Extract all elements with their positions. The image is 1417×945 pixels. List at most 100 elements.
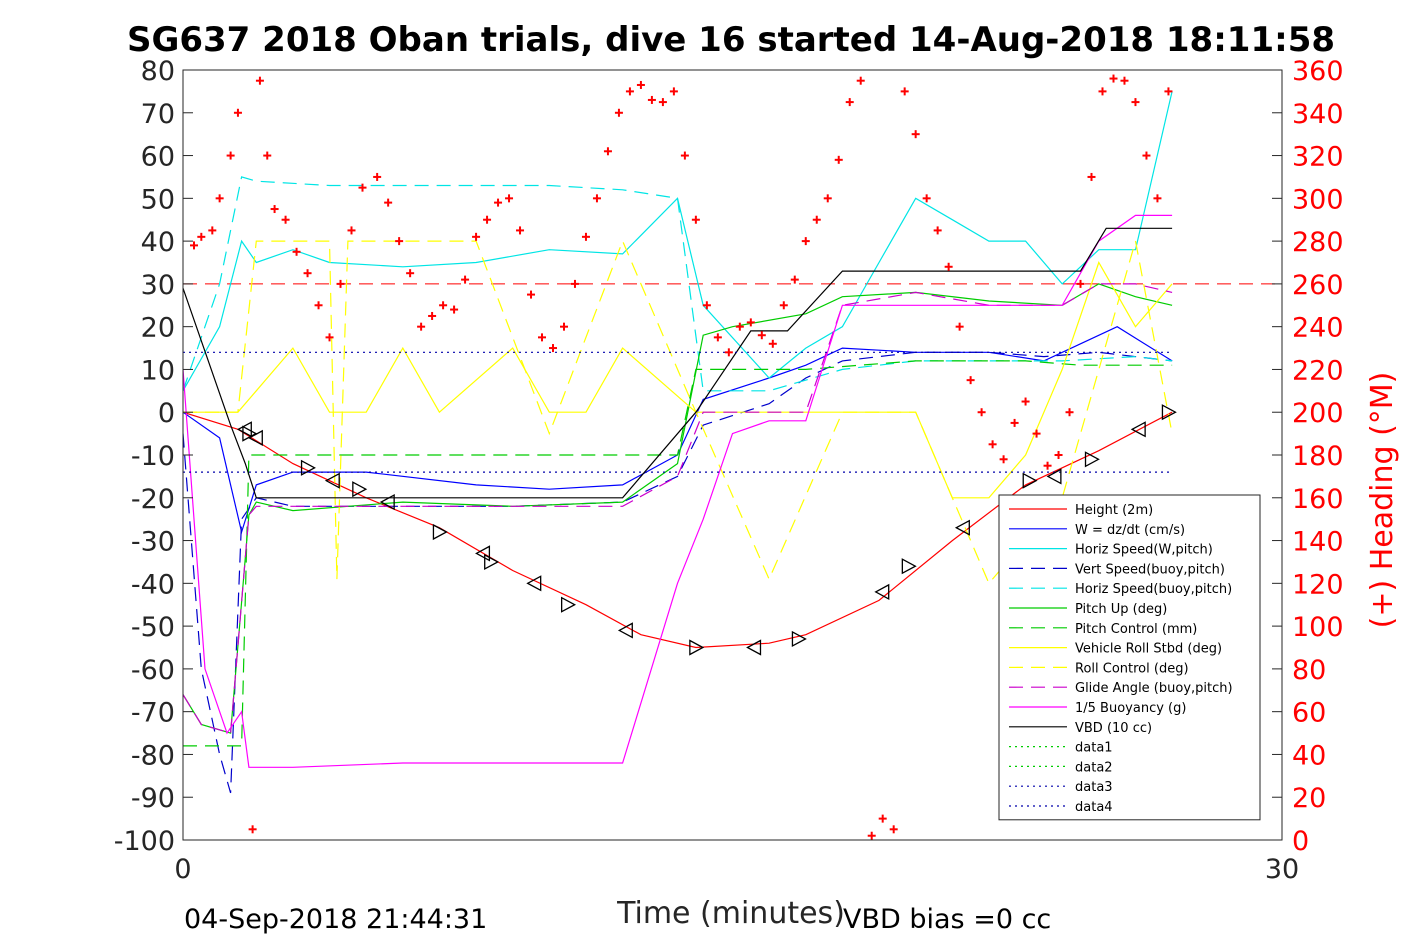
heading-plus-marker	[812, 215, 821, 224]
left-y-tick-label: -100	[114, 826, 175, 857]
legend-label: W = dz/dt (cm/s)	[1075, 523, 1185, 538]
height-triangle-marker	[746, 639, 762, 656]
left-y-tick-label: -20	[131, 484, 175, 515]
heading-plus-marker	[347, 226, 356, 235]
heading-plus-marker	[779, 301, 788, 310]
legend-label: Vehicle Roll Stbd (deg)	[1075, 642, 1222, 657]
height-triangle-marker	[475, 545, 491, 562]
legend-label: Horiz Speed(W,pitch)	[1075, 543, 1213, 558]
height-triangle-marker	[791, 630, 807, 648]
height-triangle-marker	[352, 481, 368, 498]
heading-plus-marker	[303, 269, 312, 278]
heading-plus-marker	[270, 205, 279, 214]
heading-plus-marker	[215, 194, 224, 203]
heading-plus-marker	[603, 147, 612, 156]
left-y-tick-label: -10	[131, 441, 175, 472]
height-triangle-marker	[379, 493, 395, 511]
heading-plus-marker	[1153, 194, 1162, 203]
height-triangle-marker	[1130, 421, 1146, 438]
legend-label: Height (2m)	[1075, 503, 1153, 518]
footer-vbd-bias: VBD bias =0 cc	[843, 904, 1051, 935]
height-triangle-marker	[954, 519, 970, 536]
legend-label: Horiz Speed(buoy,pitch)	[1075, 582, 1232, 597]
legend: Height (2m) W = dz/dt (cm/s) Horiz Speed(W…	[998, 494, 1261, 821]
heading-plus-marker	[691, 215, 700, 224]
left-y-tick-label: -90	[131, 783, 175, 814]
right-y-tick-label: 200	[1292, 398, 1344, 429]
right-y-tick-label: 320	[1292, 142, 1344, 173]
heading-plus-marker	[768, 339, 777, 348]
legend-label: Vert Speed(buoy,pitch)	[1075, 562, 1225, 577]
heading-plus-marker	[911, 130, 920, 139]
series-line-9	[183, 283, 1173, 734]
right-y-tick-label: 140	[1292, 527, 1344, 558]
heading-plus-marker	[395, 237, 404, 246]
heading-plus-marker	[505, 194, 514, 203]
heading-plus-marker	[625, 87, 634, 96]
heading-plus-marker	[570, 279, 579, 288]
left-y-tick-label: -30	[131, 527, 175, 558]
heading-plus-marker	[472, 232, 481, 241]
heading-plus-marker	[669, 87, 678, 96]
heading-plus-marker	[189, 241, 198, 250]
heading-plus-marker	[226, 151, 235, 160]
right-y-tick-label: 100	[1292, 612, 1344, 643]
right-y-axis-label: (+) Heading (°M)	[1365, 372, 1400, 629]
heading-plus-marker	[1054, 451, 1063, 459]
legend-label: VBD (10 cc)	[1075, 721, 1152, 736]
heading-plus-marker	[1142, 151, 1151, 160]
right-y-tick-label: 220	[1292, 355, 1344, 386]
left-y-tick-label: -50	[131, 612, 175, 643]
series-line-7	[183, 261, 1173, 499]
heading-plus-marker	[1076, 279, 1085, 288]
footer-date: 04-Sep-2018 21:44:31	[184, 904, 487, 935]
heading-plus-marker	[999, 455, 1008, 464]
heading-plus-marker	[955, 322, 964, 331]
heading-plus-marker	[538, 333, 547, 342]
legend-label: Glide Angle (buoy,pitch)	[1075, 681, 1233, 696]
height-triangle-marker	[247, 429, 263, 446]
heading-plus-marker	[790, 275, 799, 284]
right-y-tick-label: 300	[1292, 184, 1344, 215]
legend-label: Pitch Up (deg)	[1075, 602, 1167, 617]
heading-plus-marker	[647, 95, 656, 104]
heading-plus-marker	[516, 226, 525, 235]
legend-label: data4	[1075, 800, 1113, 815]
series-line-10	[183, 214, 1173, 768]
heading-plus-marker	[1043, 461, 1052, 470]
x-axis-label: Time (minutes)	[616, 896, 845, 931]
left-y-tick-label: -40	[131, 569, 175, 600]
heading-plus-marker	[658, 98, 667, 107]
heading-plus-marker	[373, 172, 382, 181]
legend-label: data1	[1075, 741, 1113, 756]
heading-plus-marker	[336, 279, 345, 288]
heading-plus-marker	[724, 348, 733, 357]
right-y-tick-label: 240	[1292, 313, 1344, 344]
heading-plus-marker	[1098, 87, 1107, 96]
left-y-axis: 80 70 60 50 40 30 20 10 0 -10 -20 -30 -40 -50 -60 -70 -8…	[114, 56, 1282, 857]
heading-plus-marker	[636, 80, 645, 89]
heading-plus-marker	[461, 275, 470, 284]
series-line-0	[183, 411, 1173, 649]
left-y-tick-label: 40	[141, 227, 175, 258]
series-line-1	[183, 326, 1173, 535]
height-triangle-marker	[1022, 472, 1038, 489]
heading-plus-marker	[483, 215, 492, 224]
series-line-2	[183, 91, 1173, 392]
heading-plus-marker	[856, 76, 865, 85]
heading-plus-marker	[614, 108, 623, 117]
series-line-6	[183, 360, 1173, 747]
right-y-tick-label: 60	[1292, 698, 1326, 729]
heading-plus-marker	[208, 226, 217, 235]
height-triangle-marker	[874, 583, 890, 600]
height-triangle-marker	[484, 553, 500, 571]
right-y-tick-label: 280	[1292, 227, 1344, 258]
heading-plus-marker	[933, 226, 942, 235]
heading-plus-marker	[263, 151, 272, 160]
left-y-tick-label: 0	[158, 398, 175, 429]
heading-plus-marker	[966, 376, 975, 385]
right-y-tick-label: 120	[1292, 569, 1344, 600]
heading-plus-marker	[255, 76, 264, 85]
height-triangle-marker	[526, 575, 542, 592]
heading-plus-marker	[922, 194, 931, 203]
